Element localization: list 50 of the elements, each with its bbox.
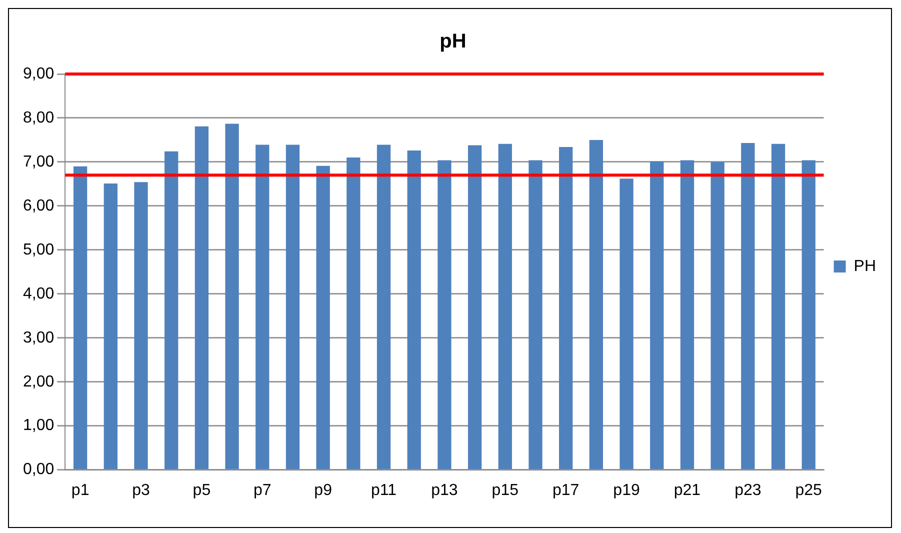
y-tick-label: 2,00 [23,373,54,390]
bar [620,178,634,470]
x-tick-label: p3 [132,482,150,499]
x-tick-label: p7 [253,482,272,499]
bar [710,162,724,470]
bar [407,150,421,470]
bar [771,144,786,470]
bar [468,145,482,470]
bar [802,160,816,470]
legend-label: PH [854,258,876,275]
bar [680,160,694,470]
x-tick-label: p17 [552,482,580,499]
bar [650,162,664,470]
x-tick-label: p23 [734,482,762,499]
bar [376,144,391,470]
bar [194,126,209,470]
bar [316,166,330,470]
bar [438,160,452,470]
bar [225,124,239,470]
x-tick-label: p5 [192,482,211,499]
bar [256,144,270,470]
y-tick-label: 6,00 [23,197,54,214]
x-tick-label: p1 [71,482,90,499]
y-tick-label: 8,00 [23,109,54,126]
bar [73,166,88,470]
y-tick-label: 3,00 [23,329,54,346]
bar [498,144,512,470]
bar [346,158,360,470]
x-tick-label: p13 [431,482,458,499]
bar [559,147,573,470]
bar [164,151,178,470]
x-tick-label: p21 [674,482,701,499]
x-tick-label: p19 [613,482,640,499]
chart-title: pH [440,30,466,53]
bar [286,144,300,470]
x-tick-label: p9 [314,482,332,499]
bar [528,160,542,470]
bar [104,184,118,470]
x-tick-label: p25 [795,482,822,499]
y-tick-label: 5,00 [23,241,54,258]
y-tick-label: 1,00 [23,417,54,434]
x-tick-label: p15 [492,482,519,499]
y-tick-label: 4,00 [23,285,54,302]
y-tick-label: 9,00 [23,65,54,82]
y-tick-label: 7,00 [23,153,54,170]
bar [741,143,755,470]
bar [589,140,604,470]
x-tick-label: p11 [371,482,397,499]
bar [134,182,148,470]
y-tick-label: 0,00 [23,461,54,478]
